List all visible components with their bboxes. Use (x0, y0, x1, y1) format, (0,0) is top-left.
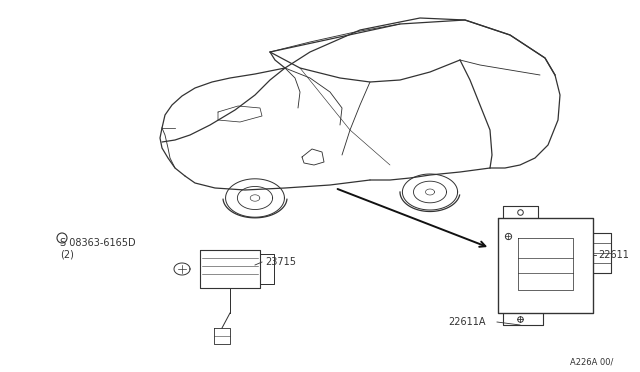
Text: 22611A: 22611A (448, 317, 486, 327)
Text: 22611: 22611 (598, 250, 629, 260)
Text: S 08363-6165D
(2): S 08363-6165D (2) (60, 238, 136, 260)
Text: A226A 00/: A226A 00/ (570, 357, 613, 366)
Text: 23715: 23715 (265, 257, 296, 267)
